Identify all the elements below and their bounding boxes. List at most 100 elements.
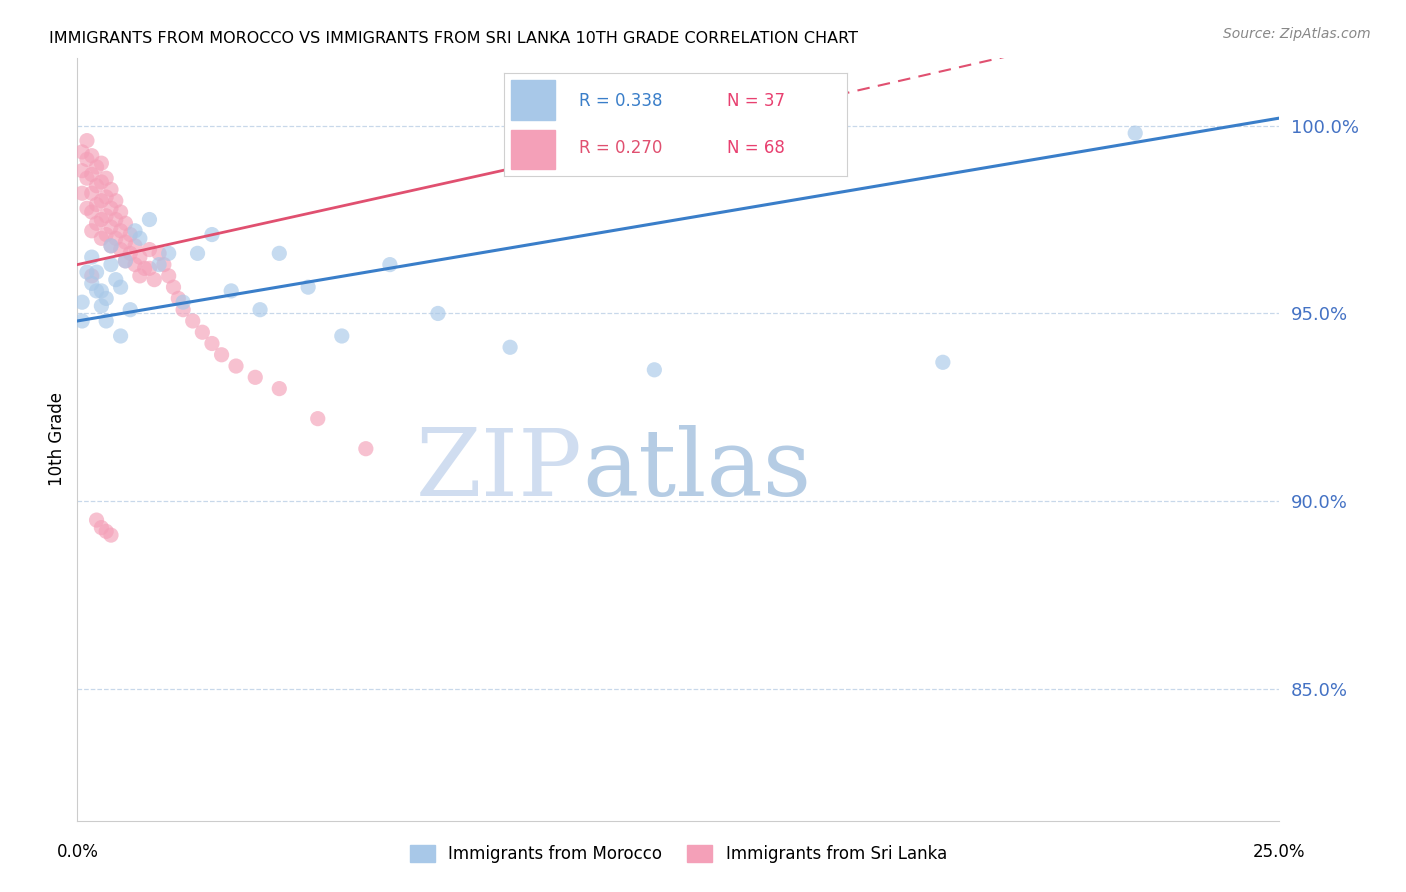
Text: 25.0%: 25.0% [1253, 843, 1306, 861]
Point [70, 145, 93, 159]
Point [76, 134, 98, 148]
Point [354, 442, 377, 456]
Point [90, 156, 112, 170]
Point [100, 182, 122, 196]
Point [80, 149, 103, 163]
Point [80, 277, 103, 291]
Point [90, 520, 112, 534]
Point [110, 280, 132, 294]
Point [245, 370, 267, 384]
Point [76, 201, 98, 215]
Point [100, 239, 122, 253]
Point [219, 284, 242, 298]
Point [76, 265, 98, 279]
Point [100, 201, 122, 215]
Point [90, 299, 112, 313]
Point [148, 258, 170, 272]
Point [100, 258, 122, 272]
Point [157, 246, 180, 260]
Point [100, 220, 122, 235]
Point [138, 261, 160, 276]
Point [104, 212, 127, 227]
Point [76, 171, 98, 186]
Point [80, 186, 103, 201]
Point [110, 205, 132, 219]
Point [86, 265, 108, 279]
Point [86, 216, 108, 230]
Point [90, 212, 112, 227]
Point [90, 284, 112, 298]
Point [330, 329, 353, 343]
Point [110, 243, 132, 257]
Point [96, 209, 118, 223]
Point [90, 175, 112, 189]
Point [110, 224, 132, 238]
Point [249, 302, 271, 317]
Point [172, 295, 194, 310]
Point [96, 171, 118, 186]
Legend: Immigrants from Morocco, Immigrants from Sri Lanka: Immigrants from Morocco, Immigrants from… [404, 838, 953, 870]
Point [143, 272, 166, 286]
Point [932, 355, 955, 369]
Point [96, 314, 118, 328]
Point [110, 329, 132, 343]
Point [378, 258, 401, 272]
Point [153, 258, 176, 272]
Point [80, 224, 103, 238]
Point [76, 153, 98, 167]
Point [90, 231, 112, 245]
Point [269, 246, 291, 260]
Point [80, 205, 103, 219]
Text: IMMIGRANTS FROM MOROCCO VS IMMIGRANTS FROM SRI LANKA 10TH GRADE CORRELATION CHAR: IMMIGRANTS FROM MOROCCO VS IMMIGRANTS FR… [49, 31, 858, 46]
Point [499, 340, 522, 354]
Point [297, 280, 319, 294]
Point [138, 212, 160, 227]
Point [86, 513, 108, 527]
Point [128, 231, 150, 245]
Point [201, 336, 224, 351]
Point [86, 178, 108, 193]
Point [124, 239, 146, 253]
Point [114, 235, 136, 249]
Point [80, 250, 103, 264]
Text: 0.0%: 0.0% [56, 843, 98, 861]
Point [70, 186, 93, 201]
Text: Source: ZipAtlas.com: Source: ZipAtlas.com [1223, 27, 1371, 41]
Point [104, 194, 127, 208]
Point [201, 227, 224, 242]
Point [128, 250, 150, 264]
Point [80, 168, 103, 182]
Y-axis label: 10th Grade: 10th Grade [48, 392, 66, 486]
Point [138, 243, 160, 257]
Point [114, 216, 136, 230]
Text: atlas: atlas [582, 425, 811, 515]
Point [269, 382, 291, 396]
Point [124, 258, 146, 272]
Point [128, 268, 150, 283]
Point [86, 197, 108, 211]
Point [211, 348, 233, 362]
Point [191, 325, 214, 339]
Point [104, 231, 127, 245]
Point [70, 163, 93, 178]
Point [114, 253, 136, 268]
Point [100, 528, 122, 542]
Point [157, 268, 180, 283]
Point [120, 227, 142, 242]
Point [186, 246, 209, 260]
Point [96, 292, 118, 306]
Point [120, 246, 142, 260]
Point [70, 314, 93, 328]
Point [124, 224, 146, 238]
Point [96, 227, 118, 242]
Point [134, 261, 156, 276]
Text: ZIP: ZIP [416, 425, 582, 515]
Point [86, 284, 108, 298]
Point [104, 272, 127, 286]
Point [96, 190, 118, 204]
Point [172, 302, 194, 317]
Point [427, 306, 450, 320]
Point [70, 295, 93, 310]
Point [90, 194, 112, 208]
Point [86, 160, 108, 174]
